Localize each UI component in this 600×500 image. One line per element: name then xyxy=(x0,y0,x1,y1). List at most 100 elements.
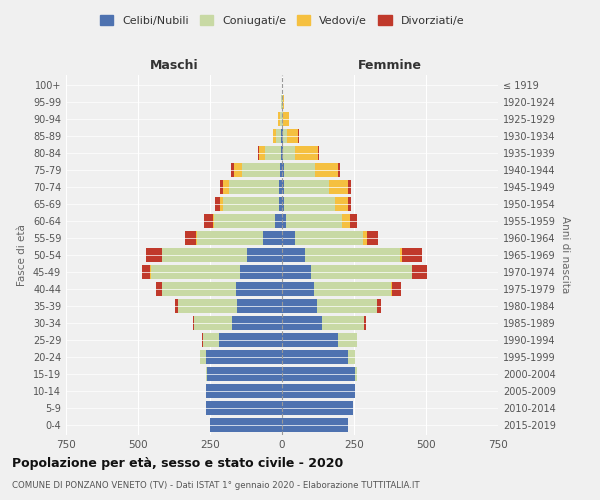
Bar xyxy=(220,197,223,212)
Bar xyxy=(275,129,281,144)
Bar xyxy=(287,129,298,144)
Bar xyxy=(400,248,401,262)
Bar xyxy=(286,214,343,228)
Bar xyxy=(204,214,213,228)
Bar xyxy=(281,146,282,160)
Bar xyxy=(206,400,282,415)
Bar xyxy=(295,231,362,245)
Bar xyxy=(282,384,355,398)
Bar xyxy=(367,231,379,245)
Bar xyxy=(218,332,282,347)
Bar xyxy=(257,146,259,160)
Bar xyxy=(185,231,196,245)
Bar xyxy=(280,112,282,126)
Bar xyxy=(142,265,151,279)
Bar xyxy=(282,350,348,364)
Bar xyxy=(282,400,353,415)
Bar xyxy=(347,197,351,212)
Bar xyxy=(305,248,400,262)
Bar xyxy=(282,197,284,212)
Bar xyxy=(283,146,295,160)
Bar xyxy=(283,129,287,144)
Bar xyxy=(278,112,280,126)
Bar xyxy=(259,146,265,160)
Bar xyxy=(193,316,194,330)
Bar xyxy=(206,366,207,381)
Bar xyxy=(233,163,242,178)
Bar xyxy=(156,282,162,296)
Bar xyxy=(282,214,286,228)
Bar xyxy=(151,265,240,279)
Bar xyxy=(338,332,357,347)
Bar xyxy=(213,214,214,228)
Text: Popolazione per età, sesso e stato civile - 2020: Popolazione per età, sesso e stato civil… xyxy=(12,458,343,470)
Bar xyxy=(275,214,282,228)
Bar xyxy=(215,197,220,212)
Bar xyxy=(223,180,229,194)
Y-axis label: Fasce di età: Fasce di età xyxy=(17,224,27,286)
Bar xyxy=(284,180,329,194)
Bar xyxy=(364,316,365,330)
Bar xyxy=(242,163,280,178)
Bar xyxy=(283,95,284,110)
Bar xyxy=(240,265,282,279)
Bar xyxy=(279,197,282,212)
Bar xyxy=(350,214,357,228)
Legend: Celibi/Nubili, Coniugati/e, Vedovi/e, Divorziati/e: Celibi/Nubili, Coniugati/e, Vedovi/e, Di… xyxy=(95,10,469,30)
Text: Femmine: Femmine xyxy=(358,58,422,71)
Bar xyxy=(282,298,317,313)
Bar xyxy=(146,248,162,262)
Bar xyxy=(207,366,282,381)
Bar xyxy=(282,366,355,381)
Bar xyxy=(223,197,279,212)
Bar xyxy=(282,282,314,296)
Bar xyxy=(197,231,263,245)
Bar xyxy=(206,350,282,364)
Bar xyxy=(314,282,391,296)
Text: Maschi: Maschi xyxy=(149,58,199,71)
Bar xyxy=(282,146,283,160)
Bar xyxy=(316,163,338,178)
Bar xyxy=(317,298,377,313)
Bar xyxy=(335,197,347,212)
Bar xyxy=(338,163,340,178)
Bar xyxy=(163,248,247,262)
Bar xyxy=(178,298,238,313)
Bar xyxy=(282,248,305,262)
Bar xyxy=(238,298,282,313)
Bar xyxy=(311,265,412,279)
Bar xyxy=(392,282,401,296)
Text: COMUNE DI PONZANO VENETO (TV) - Dati ISTAT 1° gennaio 2020 - Elaborazione TUTTIT: COMUNE DI PONZANO VENETO (TV) - Dati IST… xyxy=(12,481,419,490)
Bar xyxy=(210,418,282,432)
Bar xyxy=(282,163,284,178)
Bar xyxy=(282,316,322,330)
Bar xyxy=(282,332,338,347)
Bar xyxy=(343,214,350,228)
Bar xyxy=(362,231,367,245)
Bar xyxy=(282,418,348,432)
Bar xyxy=(347,180,350,194)
Bar xyxy=(412,265,427,279)
Bar xyxy=(203,332,218,347)
Bar xyxy=(200,350,206,364)
Bar xyxy=(284,197,335,212)
Bar xyxy=(175,298,178,313)
Bar xyxy=(220,180,223,194)
Bar xyxy=(280,163,282,178)
Bar xyxy=(318,146,319,160)
Bar xyxy=(229,180,279,194)
Bar xyxy=(265,146,281,160)
Bar xyxy=(279,180,282,194)
Bar xyxy=(322,316,364,330)
Bar xyxy=(377,298,382,313)
Bar xyxy=(274,129,275,144)
Bar xyxy=(283,112,289,126)
Bar xyxy=(401,248,422,262)
Y-axis label: Anni di nascita: Anni di nascita xyxy=(560,216,569,294)
Bar xyxy=(206,384,282,398)
Bar xyxy=(282,112,283,126)
Bar xyxy=(247,248,282,262)
Bar xyxy=(355,366,357,381)
Bar xyxy=(263,231,282,245)
Bar xyxy=(282,231,295,245)
